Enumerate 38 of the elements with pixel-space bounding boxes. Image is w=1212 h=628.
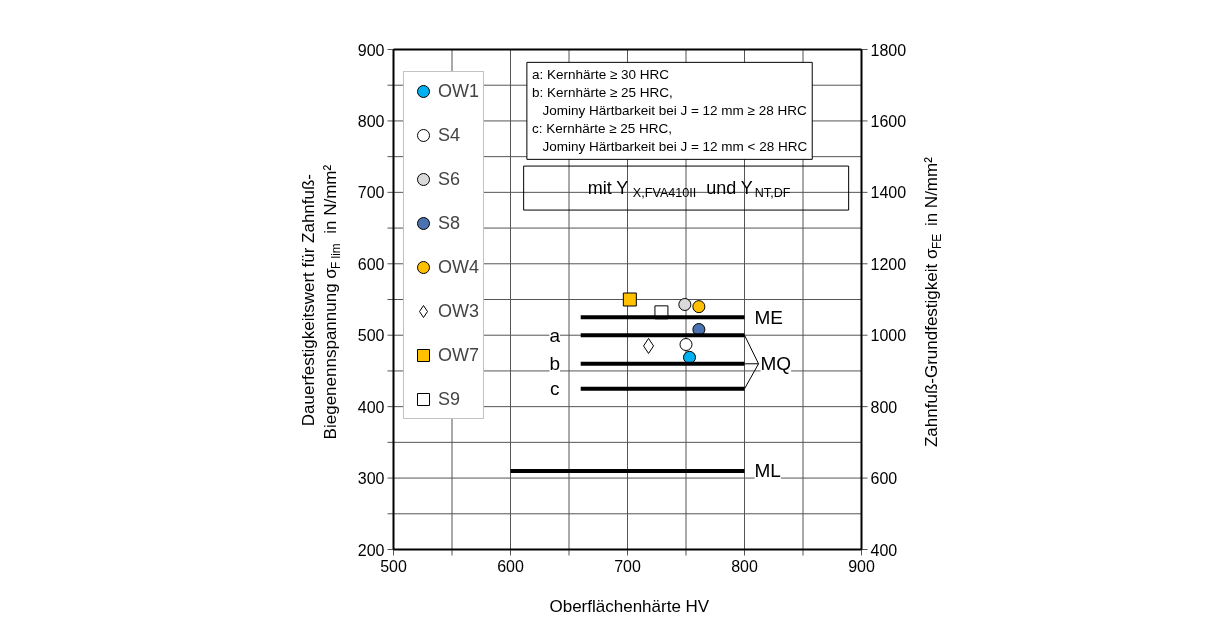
annotation: MQ (760, 353, 792, 375)
x-tick-label: 600 (497, 557, 524, 575)
series-label: ME (754, 306, 783, 328)
y-tick-label: 200 (357, 541, 385, 559)
legend-label: S4 (438, 123, 461, 147)
series-label: c (549, 378, 560, 400)
y-tick-label: 300 (357, 470, 385, 488)
y2-tick-label: 800 (870, 398, 898, 416)
y-tick-label: 800 (357, 112, 385, 130)
x-tick-label: 800 (731, 557, 758, 575)
legend-label: OW1 (438, 79, 480, 103)
y2-axis-title: Zahnfuß-Grundfestigkeit σFE in N/mm² (922, 156, 944, 448)
y-tick-label: 600 (357, 255, 385, 273)
x-tick-label: 500 (380, 557, 407, 575)
y2-tick-label: 400 (870, 541, 898, 559)
x-tick-label: 900 (848, 557, 875, 575)
legend-label: OW3 (438, 299, 480, 323)
series-label: ML (754, 460, 781, 482)
legend-label: S6 (438, 167, 461, 191)
series-label: b (549, 353, 560, 375)
y-tick-label: 400 (357, 398, 385, 416)
y2-tick-label: 1400 (870, 184, 907, 202)
x-axis-title: Oberflächenhärte HV (549, 597, 710, 616)
y2-tick-label: 1000 (870, 327, 907, 345)
annotation: a: Kernhärte ≥ 30 HRC b: Kernhärte ≥ 25 HRC, Jominy Härtbarkeit bei J = 12 mm ≥ 28 HRC c: Kernhärte ≥ 25 HRC, Jominy Härtbarkeit bei J = 12 mm < 28 HRC (531, 67, 808, 155)
y-tick-label: 900 (357, 41, 385, 59)
y2-tick-label: 1800 (870, 41, 907, 59)
y2-tick-label: 1200 (870, 255, 907, 273)
y2-tick-label: 1600 (870, 112, 907, 130)
legend-label: OW7 (438, 343, 480, 367)
x-tick-label: 700 (614, 557, 641, 575)
y2-tick-label: 600 (870, 470, 898, 488)
series-label: a (549, 324, 561, 346)
y-tick-label: 700 (357, 184, 385, 202)
legend-label: S9 (438, 387, 461, 411)
y-tick-label: 500 (357, 327, 385, 345)
legend-label: S8 (438, 211, 461, 235)
legend-label: OW4 (438, 255, 480, 279)
